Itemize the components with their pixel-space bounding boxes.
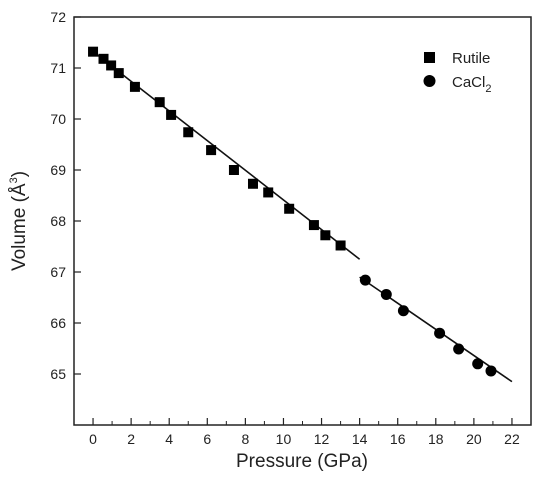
cacl2-point xyxy=(380,288,392,300)
x-tick-label: 22 xyxy=(504,431,520,447)
y-axis-ticks: 65 66 67 68 69 70 71 72 xyxy=(50,9,81,382)
cacl2-point xyxy=(472,358,484,370)
y-axis-title: Volume (Å3) xyxy=(8,171,30,271)
y-tick-label: 65 xyxy=(50,366,66,382)
y-tick-label: 71 xyxy=(50,60,66,76)
rutile-point xyxy=(308,220,319,231)
legend-label-cacl2: CaCl2 xyxy=(452,74,491,95)
data-points xyxy=(88,46,497,377)
rutile-point xyxy=(129,81,140,92)
legend-marker-cacl2 xyxy=(423,75,436,87)
rutile-point xyxy=(166,109,177,120)
rutile-point xyxy=(284,203,295,214)
x-tick-label: 0 xyxy=(89,431,97,447)
y-tick-label: 72 xyxy=(50,9,66,25)
rutile-point xyxy=(335,240,346,251)
x-axis-ticks: 0 2 4 6 8 10 12 14 16 18 20 22 xyxy=(89,418,520,447)
rutile-point xyxy=(106,60,117,71)
x-tick-label: 14 xyxy=(352,431,368,447)
rutile-point xyxy=(320,230,331,241)
legend-label-cacl2-sub: 2 xyxy=(485,83,491,95)
cacl2-point xyxy=(453,343,465,355)
y-tick-label: 66 xyxy=(50,315,66,331)
x-tick-label: 12 xyxy=(314,431,330,447)
cacl2-point xyxy=(485,365,497,377)
y-tick-label: 68 xyxy=(50,213,66,229)
y-axis-title-sup: 3 xyxy=(8,177,20,183)
cacl2-point xyxy=(434,327,446,339)
cacl2-point xyxy=(397,305,409,317)
x-axis-title: Pressure (GPa) xyxy=(236,451,368,472)
y-tick-label: 67 xyxy=(50,264,66,280)
x-tick-label: 16 xyxy=(390,431,406,447)
x-tick-label: 4 xyxy=(165,431,173,447)
y-tick-label: 69 xyxy=(50,162,66,178)
rutile-point xyxy=(88,46,99,57)
rutile-point xyxy=(98,53,109,64)
y-axis-title-main: Volume (Å xyxy=(9,183,30,271)
legend-label-rutile: Rutile xyxy=(452,50,490,67)
rutile-point xyxy=(263,187,274,198)
x-tick-label: 10 xyxy=(276,431,292,447)
rutile-point xyxy=(247,178,258,189)
rutile-point xyxy=(228,165,239,175)
rutile-point xyxy=(113,68,124,79)
x-tick-label: 18 xyxy=(428,431,444,447)
legend-label-cacl2-main: CaCl xyxy=(452,74,485,91)
x-tick-label: 6 xyxy=(203,431,211,447)
rutile-point xyxy=(206,145,217,156)
y-tick-label: 70 xyxy=(50,111,66,127)
cacl2-point xyxy=(359,274,371,286)
x-tick-label: 2 xyxy=(127,431,135,447)
legend: Rutile CaCl2 xyxy=(423,50,491,95)
x-tick-label: 8 xyxy=(241,431,249,447)
rutile-point xyxy=(154,97,165,108)
legend-marker-rutile xyxy=(424,52,435,63)
y-axis-title-close: ) xyxy=(9,171,30,177)
x-tick-label: 20 xyxy=(466,431,482,447)
rutile-point xyxy=(183,127,194,138)
